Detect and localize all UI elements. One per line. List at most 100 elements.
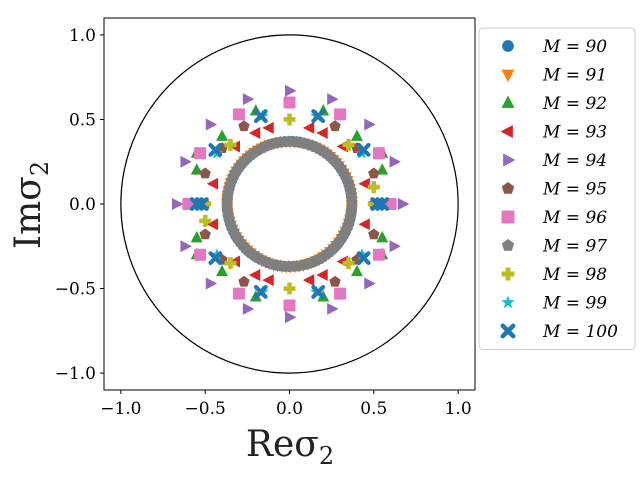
axes-layer: −1.0 −0.5 0.0 0.5 1.0 −1.0 −0.5 0.0 0.5 1.0 [55, 17, 476, 419]
data-point [368, 167, 380, 179]
series-7 [221, 135, 358, 272]
data-point [367, 198, 380, 210]
series-10 [189, 109, 390, 299]
legend-marker [501, 182, 515, 194]
data-point [370, 197, 385, 211]
data-point [283, 113, 296, 126]
legend-label: M = 96 [542, 208, 607, 228]
data-point [190, 230, 203, 243]
data-point [208, 251, 223, 266]
data-point [253, 109, 268, 123]
y-tick-label: 0.0 [69, 195, 96, 215]
legend-label: M = 90 [542, 37, 607, 57]
data-point [311, 285, 326, 299]
data-point [311, 109, 326, 123]
legend: M = 90 M = 91 M = 92 M = 93 M = 94 M = 95 M = … [478, 27, 636, 350]
data-point [302, 121, 315, 134]
y-tick-label: −0.5 [55, 280, 96, 300]
data-point [364, 277, 376, 290]
data-point [350, 264, 363, 277]
y-tick-label: 0.5 [69, 110, 96, 130]
data-point [208, 142, 223, 157]
data-point [238, 120, 250, 132]
data-point [242, 302, 255, 315]
data-point [376, 230, 389, 243]
data-point [172, 198, 184, 210]
data-point [283, 299, 296, 312]
legend-label: M = 94 [542, 151, 607, 171]
data-point [285, 84, 297, 97]
data-point [316, 126, 328, 139]
y-tick-label: 1.0 [69, 26, 96, 46]
data-point [206, 177, 219, 190]
data-point [205, 277, 218, 290]
data-point [397, 198, 410, 210]
data-point [327, 93, 339, 106]
data-point [194, 248, 207, 261]
unit-circle-layer [120, 34, 459, 374]
data-point [368, 228, 380, 240]
data-point [302, 274, 315, 287]
legend-label: M = 93 [542, 123, 607, 143]
legend-marker [501, 69, 515, 82]
data-point [180, 240, 192, 253]
legend-label: M = 100 [542, 322, 618, 342]
data-point [216, 129, 229, 141]
legend-label: M = 98 [542, 265, 607, 285]
data-point [389, 155, 401, 168]
series-4 [172, 84, 410, 324]
data-point [329, 275, 341, 287]
unit-circle [120, 34, 459, 374]
data-point [327, 302, 339, 315]
data-point [334, 108, 347, 121]
data-point [199, 228, 211, 240]
x-tick-label: 0.5 [360, 399, 387, 419]
data-point [329, 120, 341, 132]
x-tick-label: −1.0 [100, 399, 141, 419]
series-8 [199, 113, 380, 295]
data-point [342, 257, 355, 270]
data-point [199, 214, 212, 227]
data-point [389, 240, 401, 253]
legend-marker [501, 95, 515, 108]
data-point [180, 155, 192, 168]
data-point [194, 197, 209, 211]
x-tick-label: 0.0 [276, 399, 303, 419]
data-point [206, 218, 219, 231]
data-point [262, 274, 274, 287]
marks-layer [172, 84, 410, 324]
data-point [238, 275, 250, 287]
data-point [248, 126, 261, 139]
legend-marker [501, 267, 515, 281]
x-tick-label: −0.5 [185, 399, 226, 419]
data-point [346, 200, 358, 211]
data-point [224, 257, 237, 270]
data-point [367, 181, 380, 194]
series-3 [206, 121, 370, 287]
data-point [358, 177, 370, 190]
data-point [216, 264, 229, 277]
data-point [372, 147, 385, 160]
data-point [372, 248, 385, 261]
data-point [232, 108, 245, 121]
data-point [232, 287, 245, 300]
data-point [262, 121, 274, 134]
legend-label: M = 92 [542, 94, 607, 114]
x-tick-label: 1.0 [445, 399, 472, 419]
data-point [350, 129, 363, 141]
data-point [358, 218, 370, 231]
legend-marker [503, 153, 516, 167]
legend-label: M = 99 [542, 294, 607, 314]
legend-marker [502, 40, 514, 52]
plot-frame [103, 17, 476, 391]
data-point [242, 93, 255, 106]
legend-label: M = 95 [542, 180, 607, 200]
data-point [342, 138, 355, 151]
data-point [199, 167, 211, 179]
legend-marker [501, 210, 515, 224]
legend-marker [501, 295, 515, 309]
data-point [205, 118, 218, 131]
legend-box [478, 27, 636, 350]
legend-label: M = 91 [542, 66, 607, 86]
